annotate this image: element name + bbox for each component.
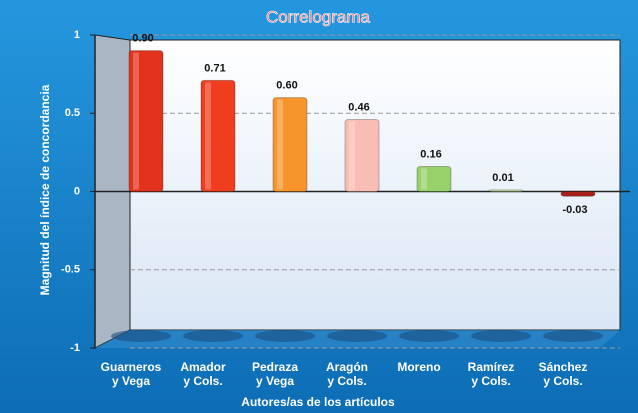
bar-highlight (349, 121, 355, 190)
bar-highlight (205, 82, 211, 190)
floor-shadow (111, 330, 171, 342)
floor-shadow (471, 330, 531, 342)
bar-highlight (421, 168, 427, 190)
value-label: 0.16 (420, 148, 441, 160)
y-axis-label: Magnitud del índice de concordancia (38, 84, 52, 295)
value-label: 0.71 (204, 62, 225, 74)
y-tick-label: -0.5 (61, 264, 80, 276)
y-tick-label: 1 (74, 29, 80, 41)
value-label: 0.60 (276, 80, 297, 92)
bar-highlight (133, 52, 139, 190)
bar (488, 189, 524, 192)
value-label: 0.46 (348, 101, 369, 113)
bar (560, 191, 596, 197)
bar (272, 97, 308, 192)
bar (200, 79, 236, 192)
x-tick-label: Aragón y Cols. (326, 360, 368, 388)
x-axis-label: Autores/as de los artículos (241, 395, 395, 409)
x-tick-label: Pedraza y Vega (251, 360, 299, 388)
bar (416, 165, 452, 193)
floor-shadow (255, 330, 315, 342)
x-tick-label: Guarneros y Vega (100, 360, 162, 388)
x-tick-label: Moreno (397, 360, 441, 374)
x-tick-label: Ramírez y Cols. (467, 360, 515, 388)
value-label: -0.03 (562, 204, 587, 216)
y-tick-label: 0.5 (65, 107, 80, 119)
value-label: 0.01 (492, 172, 513, 184)
bar-highlight (277, 99, 283, 190)
x-tick-label: Sánchez y Cols. (538, 360, 588, 388)
bar (128, 50, 164, 193)
floor-shadow (327, 330, 387, 342)
floor-shadow (183, 330, 243, 342)
y-tick-label: -1 (70, 342, 80, 354)
x-tick-label: Amador y Cols. (180, 360, 226, 388)
floor-shadow (543, 330, 603, 342)
chart-title: Correlograma (266, 7, 370, 26)
bar (344, 119, 380, 192)
y-tick-label: 0 (74, 185, 80, 197)
floor-shadow (399, 330, 459, 342)
value-label: 0.90 (132, 33, 153, 45)
